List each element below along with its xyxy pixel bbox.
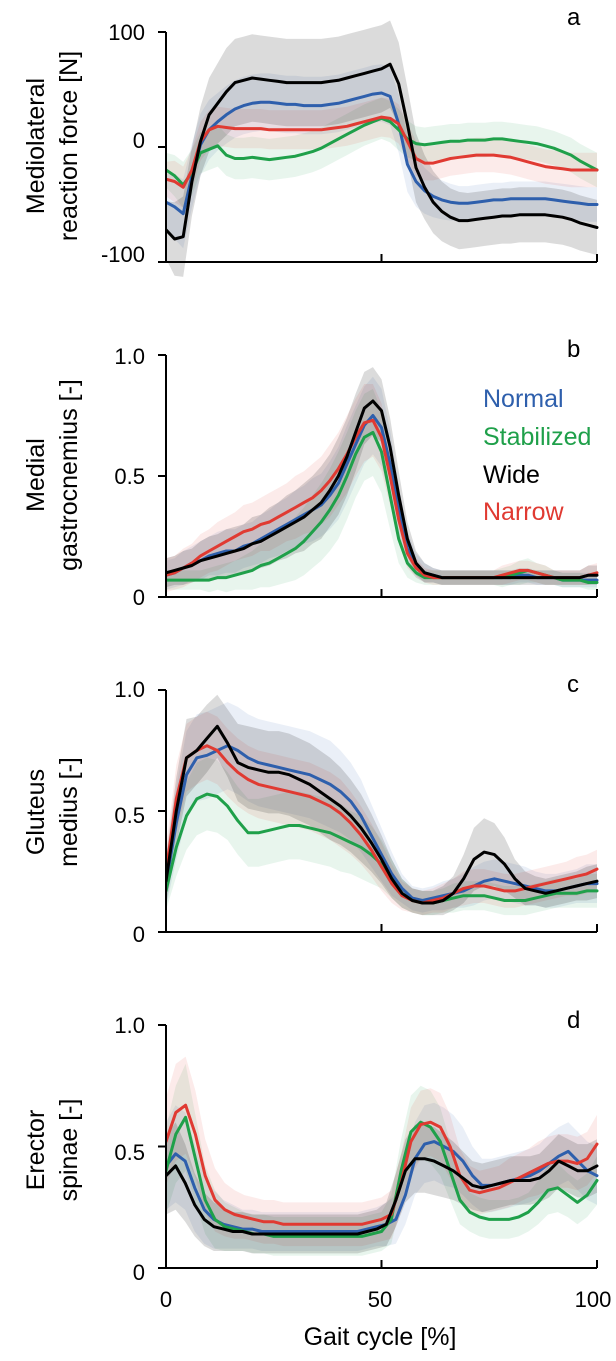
band-narrow xyxy=(166,1056,597,1247)
band-normal xyxy=(166,376,597,590)
panel-b-ytick-label: 0 xyxy=(133,585,145,610)
panel-a-ytick-label: -100 xyxy=(101,242,145,267)
panel-c: c Gluteus medius [-] 1.0 0.5 0 xyxy=(22,671,579,947)
band-stabilized xyxy=(166,1063,597,1256)
panel-d-ytick-label: 0.5 xyxy=(114,1140,145,1165)
plot-layers xyxy=(158,20,599,1269)
panel-a-plot xyxy=(158,20,599,277)
panel-b-ytick-label: 0.5 xyxy=(114,464,145,489)
line-narrow xyxy=(166,418,599,580)
line-wide xyxy=(166,399,599,580)
panel-a-ylabel: Mediolateral reaction force [N] xyxy=(22,51,83,241)
band-stabilized xyxy=(166,388,597,593)
panel-c-ylabel-line2: medius [-] xyxy=(55,757,83,867)
panel-d-ytick-label: 1.0 xyxy=(114,1013,145,1038)
panel-a-ylabel-line2: reaction force [N] xyxy=(55,51,83,241)
panel-d-ylabel: Erector spinae [-] xyxy=(22,1099,83,1202)
band-stabilized xyxy=(166,97,597,208)
x-tick-label-50: 50 xyxy=(368,1287,392,1312)
panel-c-ylabel-line1: Gluteus xyxy=(22,769,50,855)
panel-a-ytick-label: 0 xyxy=(133,128,145,153)
panel-b-ylabel-line1: Medial xyxy=(22,438,50,512)
panel-b-letter: b xyxy=(567,336,580,363)
panel-a-data xyxy=(166,20,599,277)
x-axis-label: Gait cycle [%] xyxy=(304,1323,457,1351)
panel-d-letter: d xyxy=(567,1007,580,1034)
legend-narrow: Narrow xyxy=(483,498,565,526)
panel-a-ylabel-line1: Mediolateral xyxy=(22,78,50,214)
panel-c-data xyxy=(166,694,599,916)
panel-b-plot xyxy=(158,354,599,598)
line-stabilized xyxy=(166,1115,599,1238)
band-normal xyxy=(166,702,597,913)
band-stabilized xyxy=(166,757,597,916)
band-narrow xyxy=(166,711,597,916)
panel-c-ytick-label: 1.0 xyxy=(114,677,145,702)
panel-c-ylabel: Gluteus medius [-] xyxy=(22,757,83,867)
panel-c-ytick-label: 0 xyxy=(133,922,145,947)
band-narrow xyxy=(166,384,597,593)
line-narrow xyxy=(166,1103,599,1226)
band-normal xyxy=(166,1102,597,1251)
panel-c-letter: c xyxy=(567,671,579,698)
panel-b-ylabel-line2: gastrocnemius [-] xyxy=(55,379,83,571)
panel-d-data xyxy=(166,1056,599,1256)
panel-a-letter: a xyxy=(567,4,581,31)
band-wide xyxy=(166,694,597,916)
band-narrow xyxy=(166,97,597,208)
panel-b-data xyxy=(166,367,599,593)
legend-normal: Normal xyxy=(483,385,564,413)
line-wide xyxy=(166,1157,599,1236)
panel-d-ylabel-line1: Erector xyxy=(22,1110,50,1191)
panel-b-ylabel: Medial gastrocnemius [-] xyxy=(22,379,83,571)
legend-stabilized: Stabilized xyxy=(483,423,591,451)
x-tick-label-0: 0 xyxy=(160,1287,172,1312)
band-normal xyxy=(166,64,597,249)
panel-d-plot xyxy=(158,1024,599,1269)
legend-wide: Wide xyxy=(483,461,540,489)
panel-d-ytick-label: 0 xyxy=(133,1260,145,1285)
line-wide xyxy=(166,62,599,241)
line-normal xyxy=(166,744,599,902)
line-wide xyxy=(166,724,599,905)
panel-b-ytick-label: 1.0 xyxy=(114,344,145,369)
panel-b: b Medial gastrocnemius [-] 1.0 0.5 0 Nor… xyxy=(22,336,591,610)
line-narrow xyxy=(166,115,599,189)
panel-c-plot xyxy=(158,689,599,933)
legend: Normal Stabilized Wide Narrow xyxy=(483,385,591,526)
band-wide xyxy=(166,20,597,277)
panel-a: a Mediolateral reaction force [N] 100 0 … xyxy=(22,4,581,267)
panel-c-ytick-label: 0.5 xyxy=(114,803,145,828)
x-tick-label-100: 100 xyxy=(575,1287,612,1312)
panel-a-ytick-label: 100 xyxy=(108,20,145,45)
panel-d-ylabel-line2: spinae [-] xyxy=(55,1099,83,1202)
panel-d: d Erector spinae [-] 1.0 0.5 0 0 50 100 … xyxy=(22,1007,611,1351)
line-normal xyxy=(166,91,599,216)
